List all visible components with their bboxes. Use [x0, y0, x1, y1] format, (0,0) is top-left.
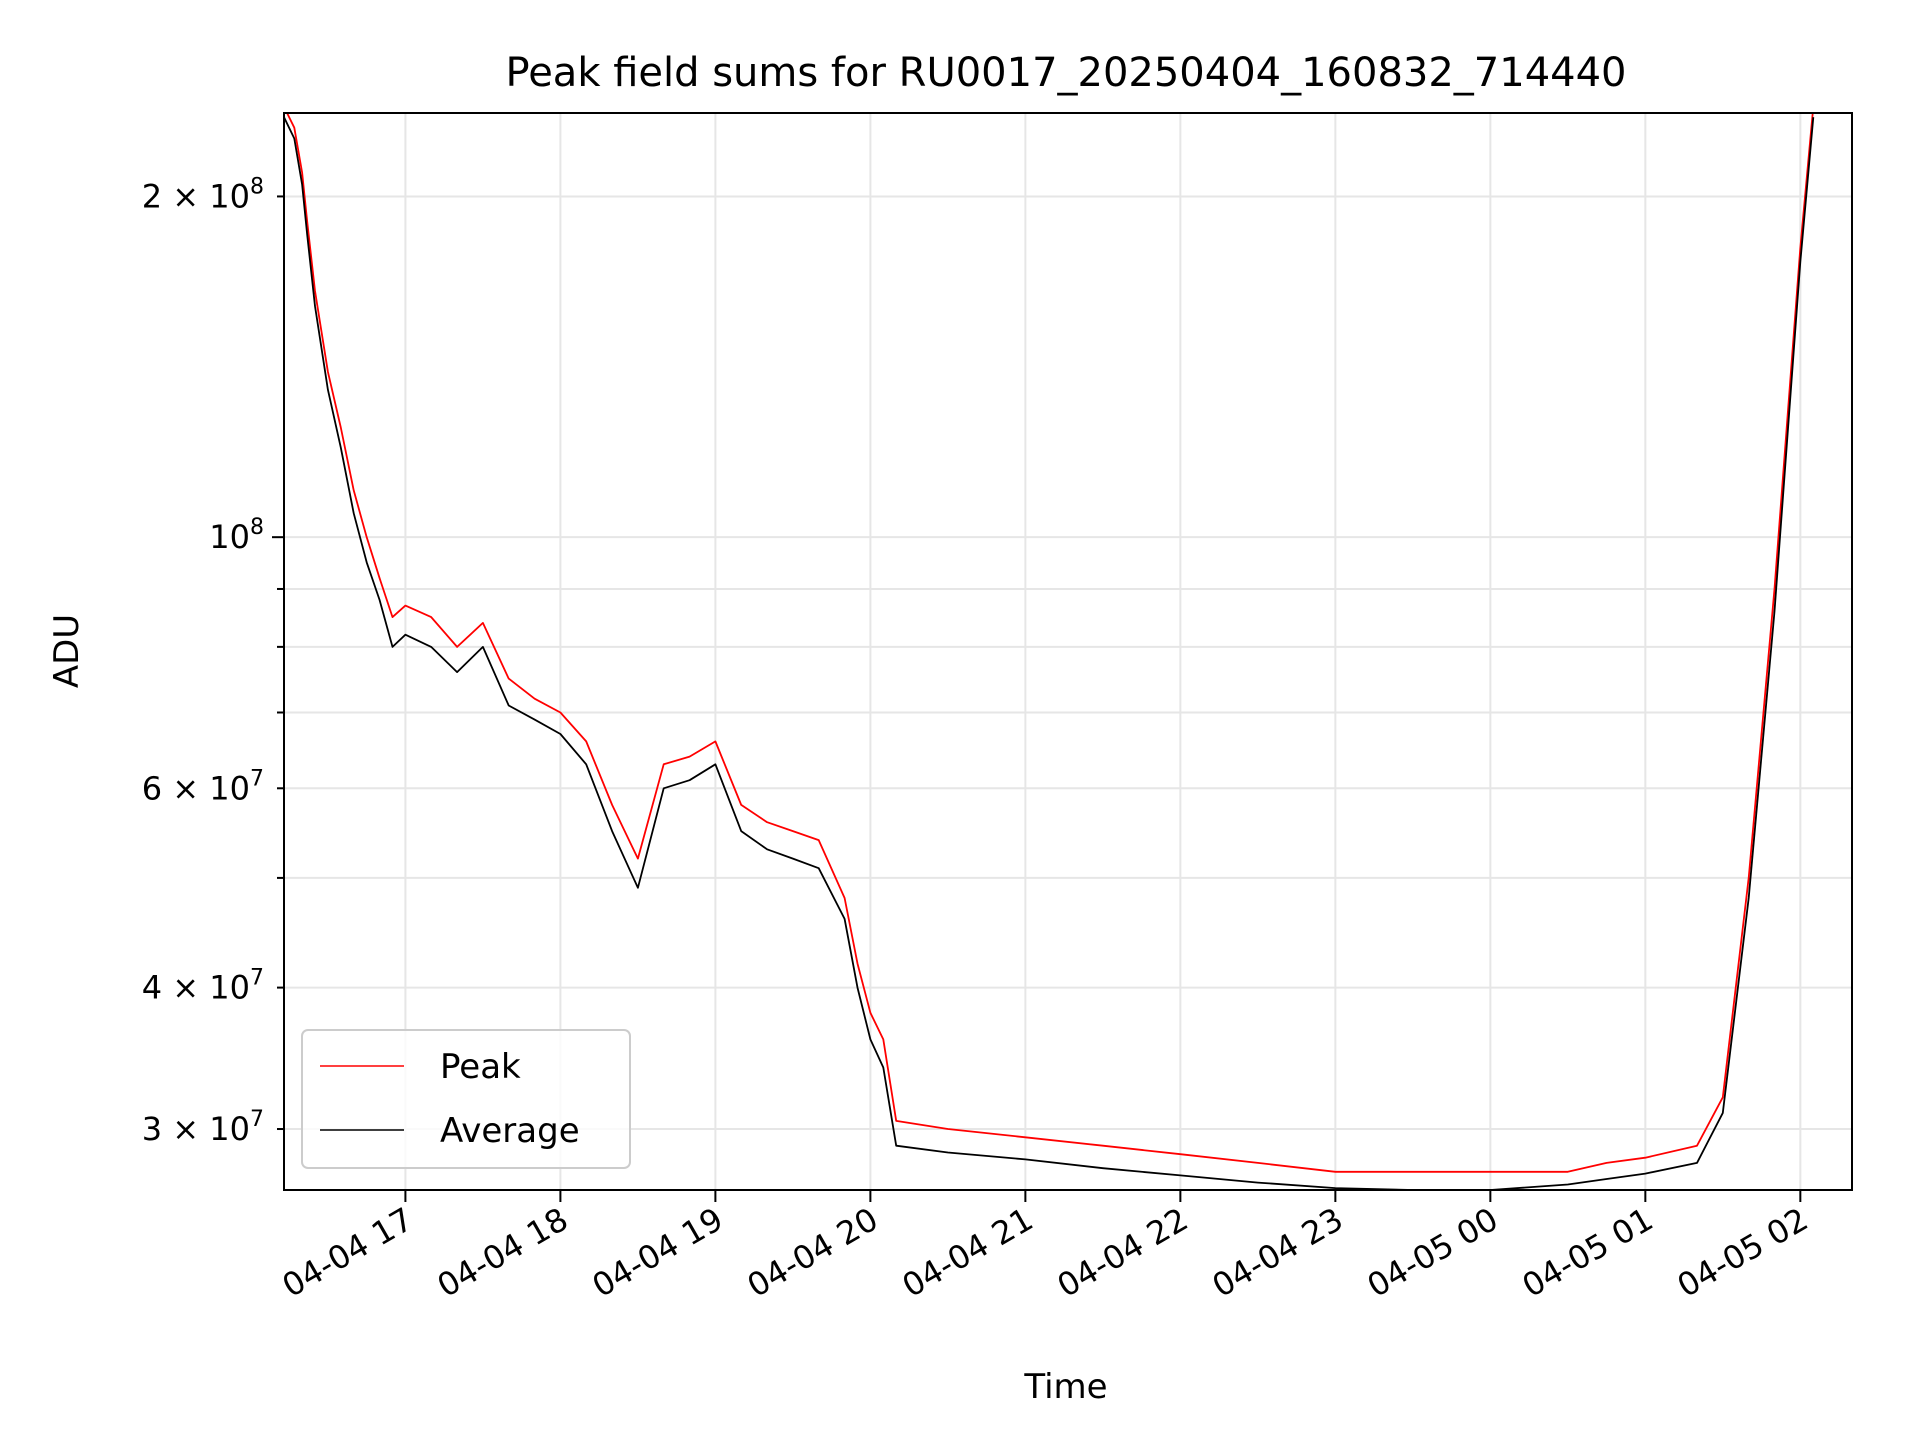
y-tick-label: 4 × 107	[142, 966, 264, 1007]
y-tick-label: 2 × 108	[142, 174, 264, 215]
grid-lines	[284, 113, 1852, 1190]
legend-label-average: Average	[440, 1111, 580, 1151]
legend-label-peak: Peak	[440, 1047, 521, 1087]
plot-frame	[283, 112, 1853, 1191]
series-line-peak	[286, 113, 1814, 1173]
legend: Peak Average	[301, 1029, 631, 1169]
y-axis-label: ADU	[47, 614, 87, 688]
y-tick-label: 3 × 107	[142, 1107, 264, 1148]
x-axis-label: Time	[1023, 1367, 1107, 1407]
legend-box	[301, 1029, 631, 1169]
chart-title: Peak field sums for RU0017_20250404_1608…	[506, 50, 1627, 96]
series-group	[284, 113, 1815, 1190]
series-line-average	[284, 116, 1815, 1190]
y-tick-label: 6 × 107	[142, 766, 264, 807]
